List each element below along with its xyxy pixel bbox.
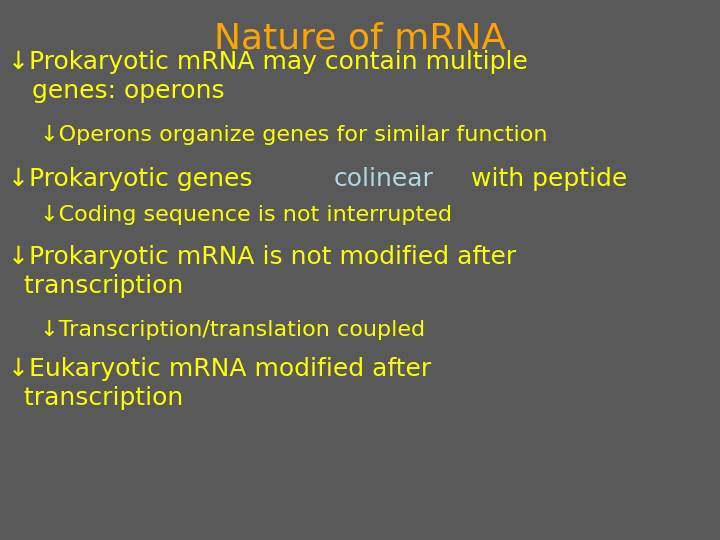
Text: colinear: colinear — [334, 167, 433, 191]
Text: with peptide: with peptide — [463, 167, 627, 191]
Text: Nature of mRNA: Nature of mRNA — [214, 22, 506, 56]
Text: ↓Prokaryotic mRNA is not modified after
  transcription: ↓Prokaryotic mRNA is not modified after … — [8, 245, 516, 298]
Text: ↓Prokaryotic genes: ↓Prokaryotic genes — [8, 167, 261, 191]
Text: ↓Prokaryotic mRNA may contain multiple
   genes: operons: ↓Prokaryotic mRNA may contain multiple g… — [8, 50, 528, 103]
Text: ↓Transcription/translation coupled: ↓Transcription/translation coupled — [40, 320, 425, 340]
Text: ↓Coding sequence is not interrupted: ↓Coding sequence is not interrupted — [40, 205, 452, 225]
Text: ↓Operons organize genes for similar function: ↓Operons organize genes for similar func… — [40, 125, 547, 145]
Text: ↓Eukaryotic mRNA modified after
  transcription: ↓Eukaryotic mRNA modified after transcri… — [8, 357, 431, 410]
